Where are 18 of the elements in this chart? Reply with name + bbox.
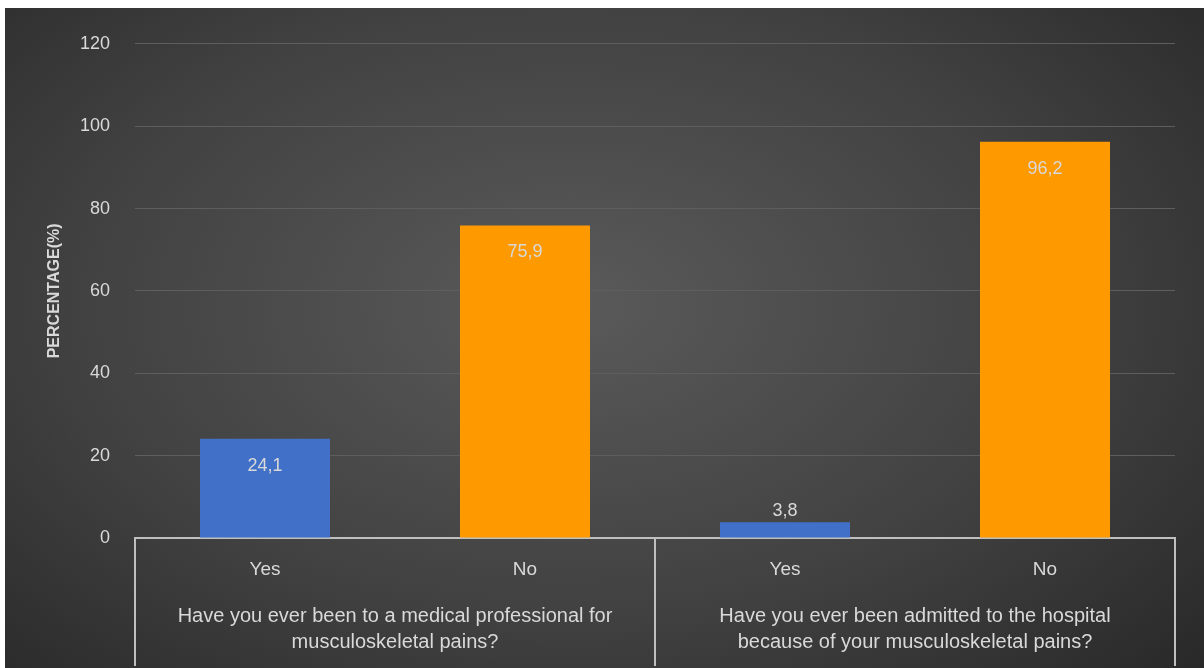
y-tick-label: 60 <box>89 279 110 300</box>
x-tick-label: No <box>512 557 538 579</box>
y-tick-label: 100 <box>79 115 110 136</box>
text: Have you ever been to a medical professional for musculoskeletal pains? <box>177 603 613 652</box>
y-axis-title: PERCENTAGE(%) <box>45 223 63 359</box>
data-label: 75,9 <box>507 241 543 262</box>
data-label: 24,1 <box>247 454 283 475</box>
y-tick-label: 40 <box>89 362 110 383</box>
x-tick-label: No <box>1032 557 1058 579</box>
y-tick-label: 80 <box>89 197 110 218</box>
data-label: 96,2 <box>1027 157 1063 178</box>
data-label: 3,8 <box>772 500 798 521</box>
y-tick-label: 120 <box>79 32 110 53</box>
x-tick-label: Yes <box>249 557 281 579</box>
x-tick-label: Yes <box>769 557 801 579</box>
y-tick-label: 0 <box>99 526 110 547</box>
y-tick-label: 20 <box>89 444 110 465</box>
text: Have you ever been admitted to the hospital because of your musculoskeletal pains? <box>719 603 1111 652</box>
